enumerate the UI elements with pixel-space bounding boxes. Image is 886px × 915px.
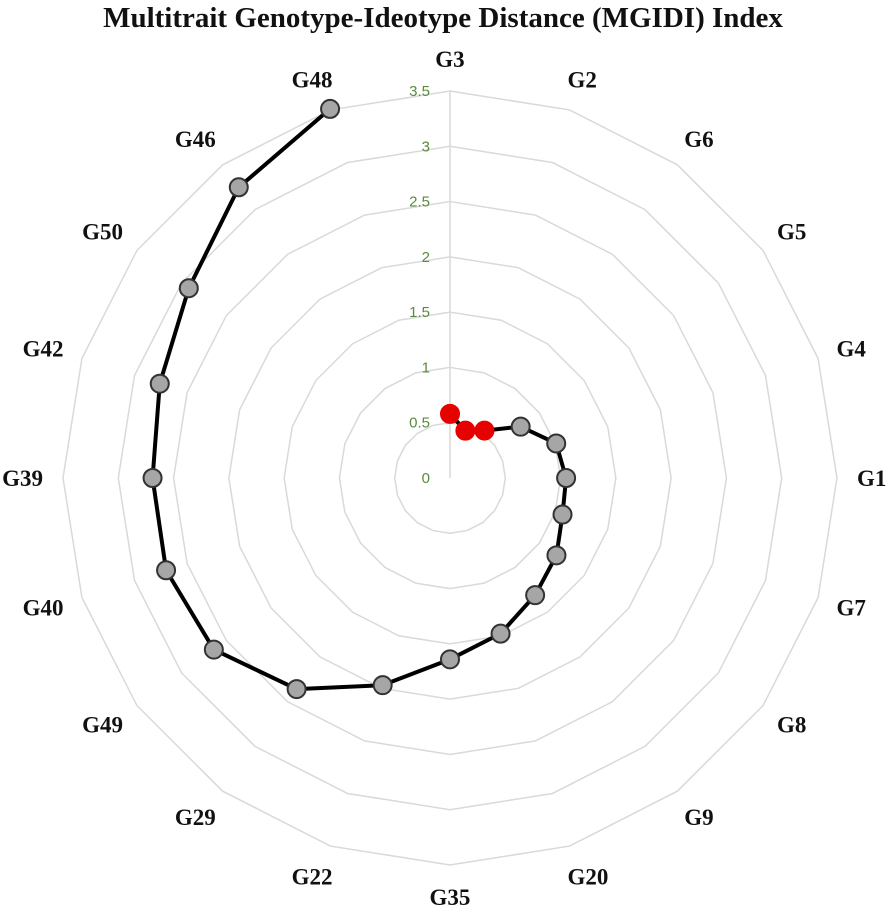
tick-label: 1 <box>422 359 430 376</box>
point-G22 <box>372 675 393 696</box>
axis-label-G42: G42 <box>23 337 64 362</box>
series-line <box>150 107 569 692</box>
radial-tick-labels: 0 0.5 1 1.5 2 2.5 3 3.5 <box>409 83 430 487</box>
point-G9 <box>525 585 546 606</box>
axis-label-G35: G35 <box>430 885 471 910</box>
axis-label-G4: G4 <box>836 337 866 362</box>
tick-label: 0 <box>422 470 430 487</box>
axis-label-G2: G2 <box>567 68 596 93</box>
axis-label-G22: G22 <box>292 864 333 889</box>
point-G6 <box>474 420 495 441</box>
grid-ring <box>283 311 617 645</box>
axis-label-G48: G48 <box>292 68 333 93</box>
axis-label-G50: G50 <box>82 220 123 245</box>
point-G1 <box>556 468 577 488</box>
axis-label-G3: G3 <box>435 47 464 72</box>
grid-ring <box>62 90 838 866</box>
point-G5 <box>510 416 531 437</box>
point-G39 <box>142 468 163 488</box>
axis-label-G5: G5 <box>777 220 806 245</box>
axis-label-G7: G7 <box>836 595 865 620</box>
axis-label-G29: G29 <box>175 805 216 830</box>
tick-label: 0.5 <box>409 415 430 432</box>
point-G40 <box>156 560 177 581</box>
point-G50 <box>178 278 199 299</box>
chart-title: Multitrait Genotype-Ideotype Distance (M… <box>103 2 783 34</box>
axis-label-G6: G6 <box>684 127 713 152</box>
axis-labels: G3 G2 G6 G5 G4 G1 G7 G8 G9 G20 G35 G22 G29 G49 G40 G39 G… <box>2 47 886 910</box>
axis-label-G49: G49 <box>82 712 123 737</box>
point-G42 <box>149 373 170 394</box>
tick-label: 3 <box>422 138 430 155</box>
axis-label-G46: G46 <box>175 127 216 152</box>
tick-label: 2.5 <box>409 194 430 211</box>
point-G8 <box>546 545 567 566</box>
axis-label-G39: G39 <box>2 466 43 491</box>
point-G49 <box>203 639 224 660</box>
axis-label-G40: G40 <box>23 595 64 620</box>
tick-label: 3.5 <box>409 83 430 100</box>
point-G46 <box>228 177 249 198</box>
grid-ring <box>228 256 672 700</box>
axis-label-G20: G20 <box>567 864 608 889</box>
series-mgidi <box>150 107 569 692</box>
grid-ring <box>338 366 562 590</box>
tick-label: 1.5 <box>409 304 430 321</box>
point-G20 <box>490 623 511 644</box>
grid-ring <box>172 200 728 756</box>
point-G2 <box>455 420 476 441</box>
tick-label: 2 <box>422 249 430 266</box>
radar-grid <box>62 90 838 866</box>
series-points <box>142 98 577 700</box>
axis-label-G8: G8 <box>777 712 806 737</box>
point-G48 <box>320 98 341 119</box>
grid-ring <box>117 145 783 811</box>
point-G4 <box>546 433 567 454</box>
axis-label-G9: G9 <box>684 805 713 830</box>
point-G35 <box>440 649 460 670</box>
point-G29 <box>286 679 307 700</box>
point-G7 <box>552 504 573 525</box>
point-G3 <box>440 403 460 424</box>
grid-ring <box>393 421 507 535</box>
axis-label-G1: G1 <box>857 466 886 491</box>
